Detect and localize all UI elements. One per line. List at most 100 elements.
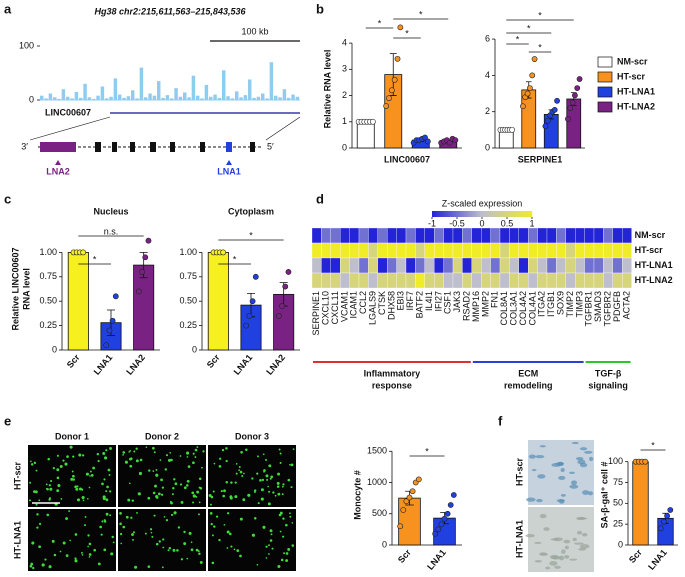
cell [68,510,71,512]
cell [282,517,285,520]
coverage-bar [178,96,183,100]
cell [76,498,81,502]
data-point [391,76,398,83]
cell [36,513,39,516]
colorbar-step [440,211,443,217]
data-point [642,458,649,465]
lna-label: LNA2 [46,166,70,176]
cell [31,541,35,545]
gene-label: CXCL11 [330,291,340,324]
exon [112,142,117,152]
heatmap-cell [575,272,585,289]
cell [72,455,75,458]
cell [110,552,114,556]
y-tick-label: 0 [52,344,57,354]
cell [130,516,133,519]
coverage-bar [239,97,243,100]
colorbar-step [496,211,499,217]
cell [261,478,265,482]
cell [289,463,291,466]
cell [51,539,55,543]
cell [279,461,282,464]
x-tick-label: LNA1 [92,352,115,376]
row-label: NM-scr [635,230,666,240]
cell [159,459,162,461]
cell [199,486,203,490]
coverage-bar [209,96,213,100]
bar [356,121,375,149]
heatmap-cell [471,242,482,259]
y-tick-label: 0.25 [179,320,197,330]
coverage-bar [53,97,57,100]
heatmap-cell [462,242,472,259]
colorbar-step [490,211,493,217]
chart-title: Cytoplasm [228,206,274,216]
cell [276,481,280,485]
cell [270,533,273,536]
data-point [400,507,407,513]
data-point [415,476,422,483]
cell [109,514,112,517]
cell [192,461,195,465]
data-point [409,488,416,495]
data-point [527,85,533,91]
cell [111,535,114,539]
cell [74,557,77,560]
gene-label: BATF2 [414,291,424,318]
data-point [383,103,390,109]
cell [105,512,109,516]
cell [253,517,257,520]
data-point [569,99,576,106]
cell [225,447,228,450]
cell [536,498,543,503]
cell [136,511,138,514]
x-axis-label: SERPINE1 [518,154,563,164]
cell [133,450,136,453]
data-point [285,269,292,275]
cell [59,464,63,468]
heatmap-cell [443,272,454,289]
cell [234,481,237,484]
colorbar-step [458,211,461,217]
heatmap-cell [528,272,538,289]
cell [45,487,49,490]
cell [64,462,68,466]
heatmap-cell [565,242,576,259]
cell [192,494,196,498]
cell [36,526,39,529]
cell [292,448,295,451]
cell [92,466,96,470]
heatmap-cell [340,257,350,274]
y-axis-label: RNA level [21,268,31,310]
cell [280,558,284,562]
y-tick-label: 0.25 [39,320,57,330]
cell [155,468,158,471]
cell [197,550,200,553]
cell [230,545,233,548]
cell [243,472,245,475]
heatmap-cell [396,227,407,244]
cell [74,559,78,563]
cell [221,448,225,452]
significance: * [527,23,531,33]
panel-label: a [4,1,12,16]
heatmap-cell [584,272,595,289]
cell [573,542,584,545]
cell [209,512,213,515]
cell [572,537,577,542]
cell [174,482,178,486]
data-point [109,317,116,324]
cell [109,490,112,493]
heatmap-cell [330,272,341,289]
cell [197,513,200,516]
heatmap-cell [518,257,529,274]
cell [35,469,38,472]
cell [241,474,244,477]
colorbar-step [470,211,473,217]
cell [183,542,187,546]
heatmap-cell [452,242,463,259]
cell [103,478,106,481]
heatmap-cell [311,242,322,259]
cell [134,565,138,569]
x-tick-label: Scr [627,547,644,565]
